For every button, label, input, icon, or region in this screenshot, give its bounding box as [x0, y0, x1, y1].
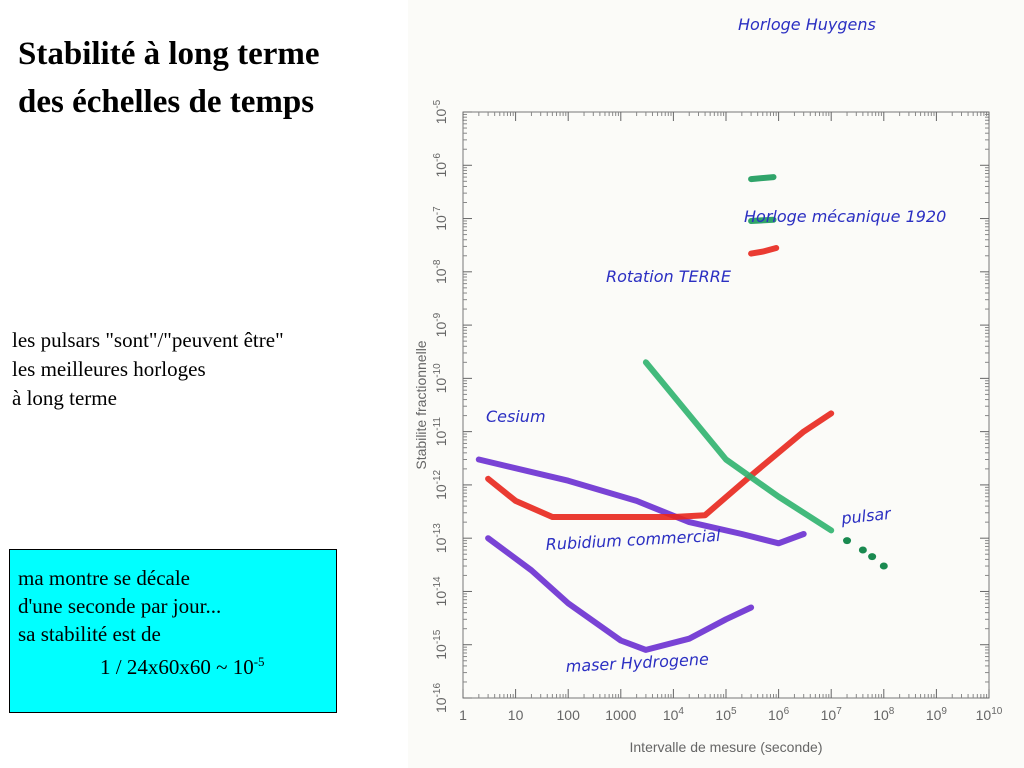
stability-chart: 1 10 100 1000 104 105 106 107 108 109 1010 10-16 10-… [413, 15, 1003, 755]
series-rotation-terre-curve [748, 245, 780, 257]
watch-formula-exponent: -5 [253, 654, 265, 669]
series-label-pulsar: pulsar [839, 504, 893, 528]
y-tick-label: 10-9 [432, 312, 449, 337]
y-tick-label: 10-6 [432, 153, 449, 178]
series-cesium-curve [475, 456, 807, 547]
watch-line-1: ma montre se décale [18, 566, 190, 590]
y-tick-label: 10-10 [432, 363, 449, 393]
y-tick-label: 10-11 [432, 417, 449, 447]
stability-chart-panel: 1 10 100 1000 104 105 106 107 108 109 1010 10-16 10-… [408, 0, 1024, 768]
watch-formula: 1 / 24x60x60 ~ 10-5 [18, 648, 336, 681]
x-tick-label: 1010 [976, 706, 1003, 723]
x-tick-label: 104 [663, 706, 685, 723]
pulsar-extension-dot [843, 537, 852, 545]
series-rubidium-commercial-curve [485, 410, 835, 520]
x-tick-label: 106 [768, 706, 790, 723]
labels-layer: Horloge Huygens Horloge mécanique 1920 Rot… [486, 15, 946, 676]
series-layer [475, 174, 888, 653]
y-tick-label: 10-14 [432, 576, 449, 606]
y-tick-label: 10-7 [432, 206, 449, 231]
y-tick-label: 10-12 [432, 469, 449, 499]
watch-stability-box: ma montre se décale d'une seconde par jo… [9, 549, 337, 713]
y-tick-label: 10-13 [432, 523, 449, 553]
x-tick-label: 109 [926, 706, 948, 723]
x-tick-label: 108 [873, 706, 895, 723]
y-axis-title: Stabilite fractionnelle [413, 340, 429, 469]
note-line-2: les meilleures horloges [12, 357, 206, 381]
x-axis-title: Intervalle de mesure (seconde) [630, 739, 823, 755]
series-label-maser-hydrogene: maser Hydrogene [565, 650, 709, 676]
series-label-rotation-terre: Rotation TERRE [606, 267, 732, 286]
x-tick-label: 107 [821, 706, 843, 723]
slide-title: Stabilité à long terme des échelles de t… [18, 30, 408, 126]
title-line-2: des échelles de temps [18, 84, 315, 120]
x-tick-label: 1 [459, 707, 467, 723]
note-line-1: les pulsars "sont"/"peuvent être" [12, 328, 284, 352]
y-tick-label: 10-16 [432, 683, 449, 713]
pulsar-note: les pulsars "sont"/"peuvent être" les me… [12, 326, 412, 413]
y-tick-label: 10-15 [432, 629, 449, 659]
series-pulsar-curve [642, 359, 835, 534]
series-label-cesium: Cesium [486, 407, 546, 426]
watch-line-3: sa stabilité est de [18, 622, 161, 646]
x-tick-label: 100 [557, 707, 581, 723]
title-line-1: Stabilité à long terme [18, 36, 320, 72]
pulsar-extension-dot [879, 562, 888, 570]
y-tick-label: 10-8 [432, 259, 449, 284]
plot-frame [462, 111, 990, 699]
series-label-rubidium-commercial: Rubidium commercial [545, 526, 721, 554]
y-tick-label: 10-5 [432, 99, 449, 124]
series-horloge-huygens-curve [748, 174, 777, 183]
x-tick-label: 10 [508, 707, 524, 723]
series-horloge-mecanique-1920-curve [748, 216, 777, 224]
note-line-3: à long terme [12, 386, 117, 410]
watch-line-2: d'une seconde par jour... [18, 594, 222, 618]
series-label-horloge-mecanique-1920: Horloge mécanique 1920 [744, 207, 946, 226]
series-maser-hydrogene-curve [485, 535, 755, 653]
x-tick-label: 1000 [605, 707, 636, 723]
series-label-horloge-huygens: Horloge Huygens [738, 15, 876, 34]
watch-formula-text: 1 / 24x60x60 ~ 10 [100, 655, 254, 679]
pulsar-extension-dot [868, 553, 877, 561]
pulsar-extension-dot [858, 546, 867, 554]
x-tick-label: 105 [715, 706, 737, 723]
